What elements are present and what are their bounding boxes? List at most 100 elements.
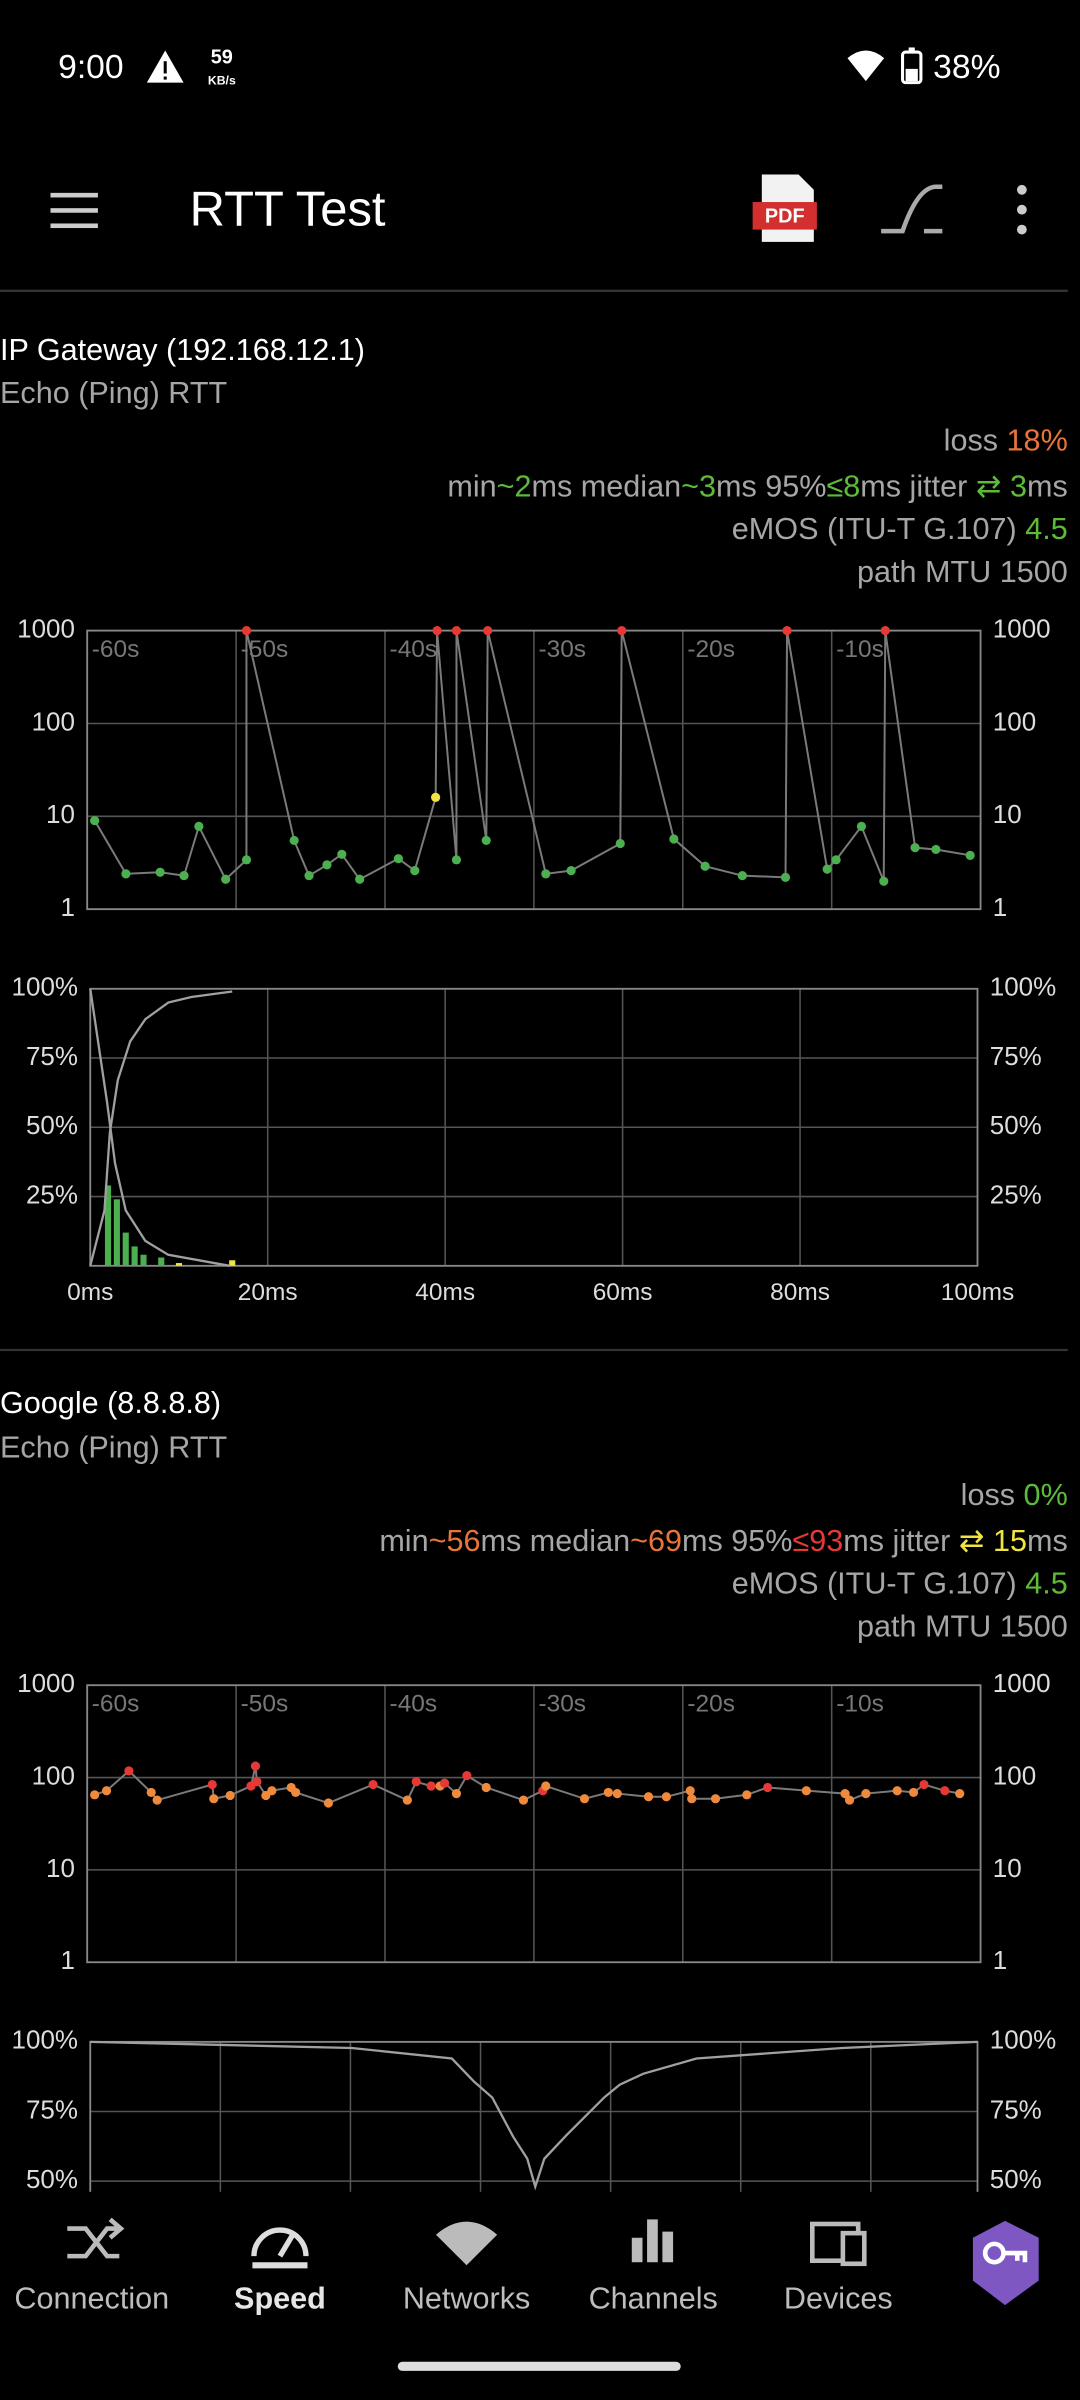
stat-line: eMOS (ITU-T G.107) 4.5 [732,1567,1068,1601]
stat-segment: min [447,469,496,503]
nav-item[interactable]: Devices [784,2282,893,2316]
rtt-point [90,1790,100,1800]
y-tick-label: 10 [46,1853,75,1883]
stat-segment: ms 95% [716,469,826,503]
rtt-point [856,821,867,831]
x-tick-label: 80ms [770,1279,830,1306]
y-tick-label: 50% [26,1110,78,1140]
rtt-point [411,1777,421,1787]
rtt-point [207,1779,217,1790]
y-tick-label: 1000 [17,613,75,643]
nav-item[interactable]: Speed [234,2282,326,2316]
y-tick-label: 100% [12,972,78,1002]
rtt-point [615,838,625,849]
host-title: Google (8.8.8.8) [0,1386,221,1420]
rtt-point [481,1782,491,1793]
stat-segment: ⇄ 15 [959,1524,1027,1558]
rtt-point [861,1789,871,1799]
stat-segment: ~2 [497,469,532,503]
rtt-point [687,1794,697,1804]
rtt-point [393,854,403,864]
rtt-point [250,1761,261,1771]
rtt-point [844,1795,855,1805]
stat-segment: 4.5 [1025,1567,1068,1601]
x-tick-label: 40ms [415,1279,475,1306]
y-tick-label-right: 100% [990,2025,1056,2055]
rtt-point [481,835,491,846]
wifi-icon [847,50,885,82]
stat-segment: min [379,1524,428,1558]
x-tick-label: -20s [687,1691,735,1718]
host-subtitle: Echo (Ping) RTT [0,376,227,410]
rtt-point [439,1778,450,1788]
rtt-point [617,626,627,636]
rtt-point [355,874,365,884]
x-tick-label: -60s [92,1691,140,1718]
y-tick-label: 25% [26,1179,78,1209]
line [90,2040,978,2191]
stat-segment: eMOS (ITU-T G.107) [732,1567,1025,1601]
pdf-button[interactable]: PDF [752,174,817,242]
rtt-point [451,1789,462,1799]
y-tick-label-right: 50% [990,1110,1042,1140]
premium-button[interactable] [972,2220,1039,2306]
overflow-menu[interactable] [1016,184,1027,235]
x-tick-label: -40s [390,636,438,663]
y-tick-label-right: 100 [993,1760,1036,1790]
stat-segment: 18% [1007,423,1068,457]
rtt-point [304,871,314,881]
y-tick-label-right: 1000 [993,613,1051,643]
y-tick-label: 1 [60,892,74,922]
x-tick-label: 0ms [67,1279,113,1306]
rtt-point [426,1781,436,1791]
rtt-point [737,871,747,881]
y-tick-label: 10 [46,799,75,829]
rtt-point [289,835,299,846]
nav-item[interactable]: Networks [403,2282,530,2316]
rtt-point [541,869,551,879]
rtt-point [763,1782,773,1793]
y-tick-label-right: 75% [990,2094,1042,2124]
rtt-point [221,874,231,884]
rtt-point [965,850,975,860]
curve-button[interactable] [881,184,943,234]
plot-frame [86,1684,982,1964]
y-tick-label-right: 100% [990,972,1056,1002]
x-tick-label: 60ms [593,1279,653,1306]
rtt-point [431,792,441,802]
rtt-point [780,872,791,882]
rtt-point [267,1786,277,1796]
stat-segment: ~69 [630,1524,682,1558]
rtt-point [541,1781,551,1791]
rtt-point [152,1795,162,1805]
chart: 50% 50% 75% 75% 100% 100% [12,2025,1056,2322]
pdf-label: PDF [765,206,805,228]
menu-button[interactable] [50,192,98,229]
rtt-point [518,1795,529,1805]
y-tick-label: 75% [26,1041,78,1071]
rtt-point [337,849,347,859]
rtt-point [241,626,252,636]
nav-item[interactable]: Connection [14,2282,169,2316]
stat-segment: ms [1027,469,1068,503]
histogram-bar [158,1257,165,1266]
y-tick-label: 1 [60,1945,74,1975]
rtt-point [661,1792,671,1802]
stat-segment: loss [944,423,1007,457]
rtt-point [579,1794,590,1804]
connection-icon [67,2217,125,2259]
stat-segment: ms 95% [682,1524,792,1558]
rtt-point [155,867,165,877]
stat-line: loss 0% [961,1478,1068,1512]
warning-icon [146,50,184,83]
nav-item[interactable]: Channels [589,2282,718,2316]
y-tick-label-right: 50% [990,2164,1042,2194]
x-tick-label: -10s [836,636,884,663]
rtt-point [910,843,920,853]
stat-segment: ≤8 [826,469,860,503]
rtt-point [209,1794,219,1804]
stat-segment: ~56 [429,1524,481,1558]
stat-line: eMOS (ITU-T G.107) 4.5 [732,512,1068,546]
